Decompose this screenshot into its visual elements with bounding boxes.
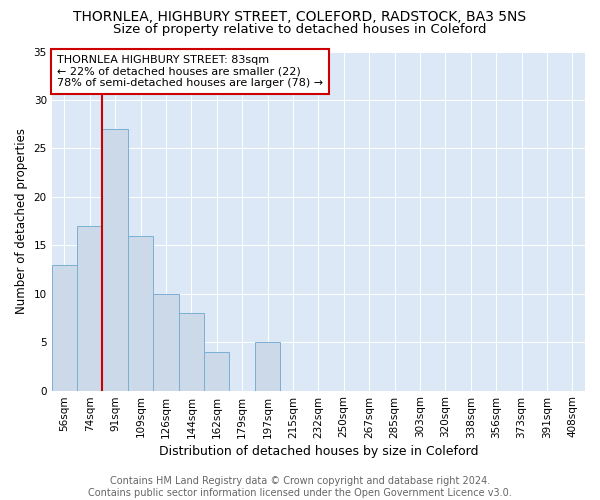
Text: THORNLEA, HIGHBURY STREET, COLEFORD, RADSTOCK, BA3 5NS: THORNLEA, HIGHBURY STREET, COLEFORD, RAD… — [73, 10, 527, 24]
Text: THORNLEA HIGHBURY STREET: 83sqm
← 22% of detached houses are smaller (22)
78% of: THORNLEA HIGHBURY STREET: 83sqm ← 22% of… — [57, 55, 323, 88]
Bar — [153, 294, 179, 390]
Bar — [255, 342, 280, 390]
Bar — [77, 226, 103, 390]
X-axis label: Distribution of detached houses by size in Coleford: Distribution of detached houses by size … — [158, 444, 478, 458]
Bar — [179, 313, 204, 390]
Bar — [52, 264, 77, 390]
Text: Contains HM Land Registry data © Crown copyright and database right 2024.
Contai: Contains HM Land Registry data © Crown c… — [88, 476, 512, 498]
Y-axis label: Number of detached properties: Number of detached properties — [15, 128, 28, 314]
Bar — [204, 352, 229, 391]
Bar — [128, 236, 153, 390]
Bar — [103, 129, 128, 390]
Text: Size of property relative to detached houses in Coleford: Size of property relative to detached ho… — [113, 22, 487, 36]
